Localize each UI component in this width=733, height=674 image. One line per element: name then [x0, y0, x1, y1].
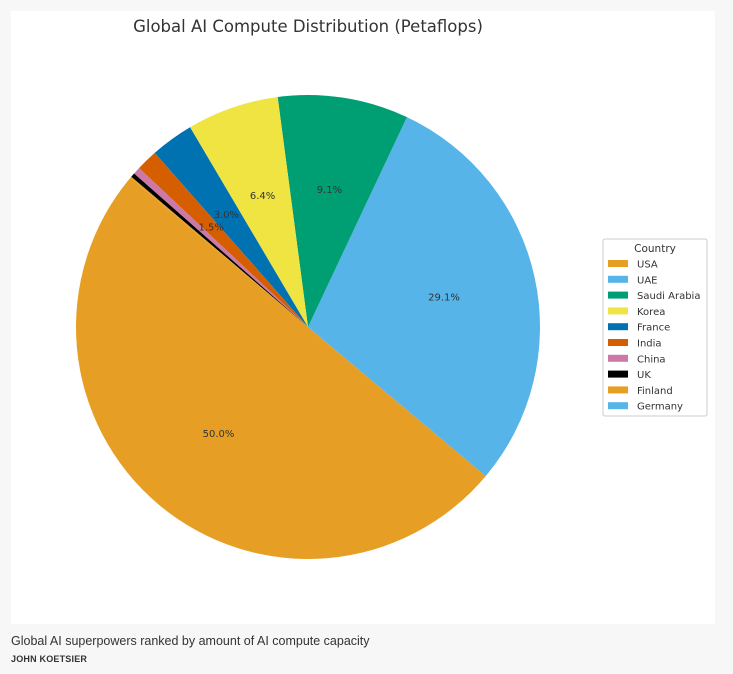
pct-label-korea: 6.4% — [250, 191, 275, 202]
pie-slice-uae — [308, 117, 541, 477]
pie-slice-saudi-arabia — [277, 95, 407, 327]
chart-title: Global AI Compute Distribution (Petaflop… — [133, 17, 483, 36]
pie-slice-france — [154, 127, 308, 327]
legend-swatch — [608, 370, 628, 378]
legend-title: Country — [634, 243, 676, 255]
legend-item-india: India — [608, 339, 662, 350]
legend-label: Korea — [637, 307, 665, 318]
pie-slice-usa — [75, 177, 486, 560]
legend-swatch — [608, 354, 628, 362]
legend-label: UAE — [637, 275, 657, 286]
legend-item-china: China — [608, 354, 666, 365]
legend-swatch — [608, 386, 628, 394]
legend-label: India — [637, 339, 662, 350]
chart-card: Global AI Compute Distribution (Petaflop… — [11, 11, 715, 624]
legend-label: Germany — [637, 402, 683, 413]
legend-label: Finland — [637, 386, 673, 397]
legend-label: Saudi Arabia — [637, 291, 700, 302]
legend-label: China — [637, 354, 666, 365]
pct-label-india: 1.5% — [198, 223, 223, 234]
legend-item-saudi-arabia: Saudi Arabia — [608, 291, 700, 302]
legend-label: USA — [637, 260, 658, 271]
pct-label-usa: 50.0% — [203, 429, 235, 440]
legend-swatch — [608, 291, 628, 299]
legend-swatch — [608, 402, 628, 410]
legend-swatch — [608, 307, 628, 315]
legend-swatch — [608, 275, 628, 283]
legend-item-finland: Finland — [608, 386, 673, 397]
chart-caption: Global AI superpowers ranked by amount o… — [11, 634, 370, 648]
legend: Country USA UAE Saudi Arabia Korea France Ind… — [602, 238, 708, 417]
legend-item-uae: UAE — [608, 275, 657, 286]
pct-label-saudi-arabia: 9.1% — [317, 185, 342, 196]
legend-item-korea: Korea — [608, 307, 665, 318]
pie-slices — [75, 95, 541, 560]
chart-credit: JOHN KOETSIER — [11, 654, 88, 664]
legend-swatch — [608, 323, 628, 331]
pct-label-france: 3.0% — [214, 210, 239, 221]
legend-items: USA UAE Saudi Arabia Korea France India China U… — [608, 260, 700, 413]
legend-item-usa: USA — [608, 260, 658, 271]
pie-percent-labels: 50.0% 29.1% 9.1% 6.4% 3.0% 1.5% — [198, 185, 459, 440]
legend-item-uk: UK — [608, 370, 651, 381]
legend-label: France — [637, 323, 670, 334]
legend-label: UK — [637, 370, 651, 381]
legend-swatch — [608, 260, 628, 267]
pie-slice-china — [134, 168, 308, 327]
legend-item-germany: Germany — [608, 402, 683, 413]
pct-label-uae: 29.1% — [428, 293, 460, 304]
pie-chart: Global AI Compute Distribution (Petaflop… — [75, 17, 708, 560]
pie-slice-uk — [131, 173, 308, 327]
legend-item-france: France — [608, 323, 670, 334]
legend-swatch — [608, 339, 628, 346]
legend-box — [602, 238, 708, 417]
pie-slice-korea — [190, 97, 308, 327]
pie-slice-india — [138, 152, 308, 327]
pie-slice-finland — [130, 176, 308, 327]
